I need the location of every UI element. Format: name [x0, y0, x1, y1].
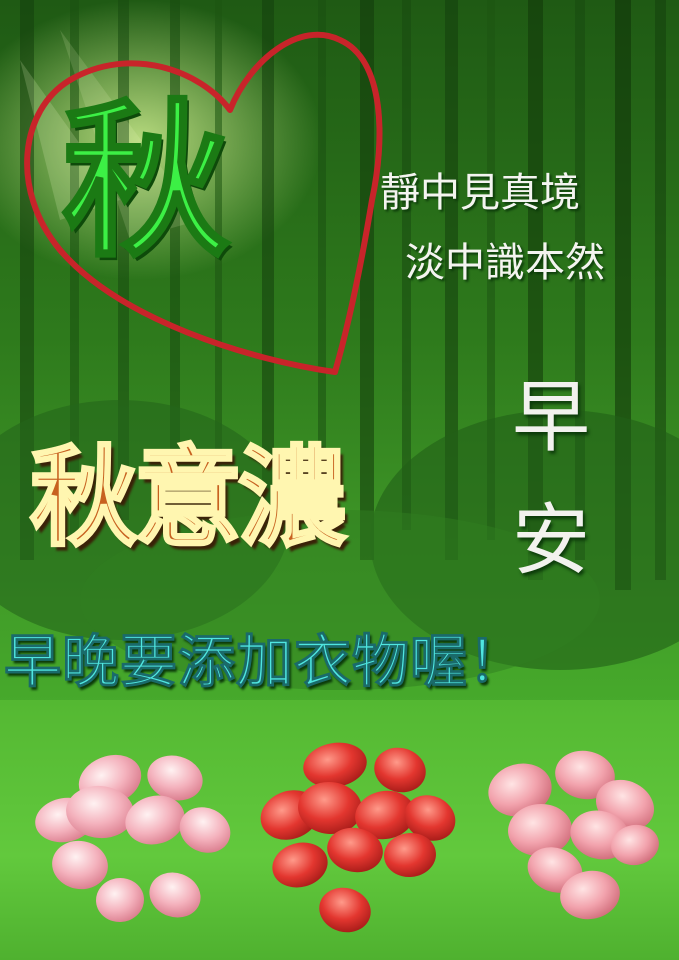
- pink-petal-cluster-right: [488, 750, 659, 920]
- greeting-morning: 早: [512, 373, 591, 463]
- forest-background: [0, 0, 679, 690]
- greeting-peace: 安: [512, 496, 591, 586]
- red-petal-cluster-center: [260, 742, 456, 933]
- poem-line-2: 淡中識本然: [405, 240, 605, 286]
- autumn-character: 秋: [61, 84, 232, 280]
- poem-line-1: 靜中見真境: [380, 170, 580, 216]
- headline-autumn-deep: 秋意濃: [28, 436, 347, 561]
- petal-clusters: [35, 742, 659, 933]
- pink-petal-cluster-left: [35, 754, 231, 923]
- reminder-text: 早晚要添加衣物喔！: [4, 629, 526, 696]
